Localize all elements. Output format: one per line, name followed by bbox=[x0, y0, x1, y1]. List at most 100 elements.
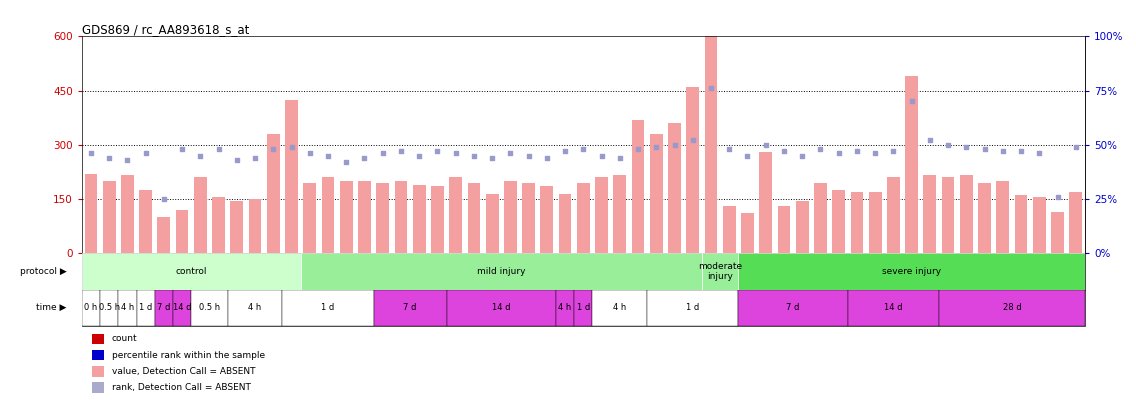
Point bbox=[994, 148, 1012, 155]
Text: protocol ▶: protocol ▶ bbox=[20, 267, 67, 276]
Point bbox=[902, 98, 920, 104]
Point bbox=[593, 152, 611, 159]
Point bbox=[629, 146, 648, 152]
Bar bbox=[374, 290, 446, 326]
Bar bbox=[468, 183, 481, 253]
Text: 1 d: 1 d bbox=[139, 303, 152, 312]
Bar bbox=[140, 190, 152, 253]
Text: 14 d: 14 d bbox=[173, 303, 191, 312]
Bar bbox=[738, 290, 847, 326]
Bar bbox=[942, 177, 954, 253]
Bar bbox=[869, 192, 882, 253]
Bar bbox=[431, 186, 444, 253]
Bar bbox=[303, 183, 316, 253]
Text: value, Detection Call = ABSENT: value, Detection Call = ABSENT bbox=[111, 367, 256, 375]
Text: 4 h: 4 h bbox=[120, 303, 134, 312]
Bar bbox=[738, 253, 1085, 290]
Point bbox=[738, 152, 757, 159]
Point bbox=[136, 150, 154, 157]
Point bbox=[154, 196, 173, 202]
Bar bbox=[702, 253, 738, 290]
Bar bbox=[449, 177, 462, 253]
Text: 0.5 h: 0.5 h bbox=[99, 303, 119, 312]
Bar bbox=[92, 333, 103, 344]
Point bbox=[1067, 144, 1085, 150]
Bar bbox=[446, 290, 556, 326]
Text: mild injury: mild injury bbox=[477, 267, 526, 276]
Point bbox=[793, 152, 811, 159]
Point bbox=[465, 152, 483, 159]
Text: 0.5 h: 0.5 h bbox=[199, 303, 220, 312]
Point bbox=[227, 157, 245, 163]
Text: 7 d: 7 d bbox=[786, 303, 800, 312]
Bar bbox=[1069, 192, 1083, 253]
Point bbox=[921, 137, 939, 144]
Text: 1 d: 1 d bbox=[686, 303, 700, 312]
Point bbox=[866, 150, 884, 157]
Bar bbox=[759, 152, 772, 253]
Bar bbox=[815, 183, 827, 253]
Bar bbox=[668, 123, 680, 253]
Text: rank, Detection Call = ABSENT: rank, Detection Call = ABSENT bbox=[111, 383, 251, 392]
Point bbox=[720, 146, 738, 152]
Point bbox=[684, 137, 702, 144]
Bar bbox=[541, 186, 553, 253]
Point bbox=[976, 146, 994, 152]
Point bbox=[209, 146, 227, 152]
Text: 28 d: 28 d bbox=[1003, 303, 1021, 312]
Bar bbox=[960, 175, 972, 253]
Bar bbox=[577, 183, 590, 253]
Bar bbox=[136, 290, 154, 326]
Text: 7 d: 7 d bbox=[157, 303, 170, 312]
Bar bbox=[559, 194, 571, 253]
Bar bbox=[92, 382, 103, 392]
Point bbox=[337, 159, 356, 165]
Bar bbox=[722, 206, 736, 253]
Bar bbox=[574, 290, 593, 326]
Text: 1 d: 1 d bbox=[577, 303, 590, 312]
Point bbox=[757, 142, 775, 148]
Point bbox=[247, 155, 265, 161]
Point bbox=[410, 152, 428, 159]
Bar bbox=[1014, 195, 1027, 253]
Point bbox=[1049, 194, 1067, 200]
Point bbox=[100, 155, 118, 161]
Text: time ▶: time ▶ bbox=[36, 303, 67, 312]
Bar bbox=[939, 290, 1085, 326]
Bar bbox=[191, 290, 227, 326]
Bar bbox=[924, 175, 936, 253]
Bar bbox=[118, 290, 136, 326]
Bar bbox=[154, 290, 173, 326]
Point bbox=[611, 155, 629, 161]
Text: 4 h: 4 h bbox=[559, 303, 571, 312]
Bar bbox=[796, 201, 809, 253]
Bar bbox=[321, 177, 334, 253]
Point bbox=[301, 150, 319, 157]
Bar bbox=[905, 76, 918, 253]
Point bbox=[356, 155, 374, 161]
Text: percentile rank within the sample: percentile rank within the sample bbox=[111, 350, 265, 360]
Point bbox=[283, 144, 301, 150]
Bar bbox=[412, 185, 426, 253]
Bar bbox=[212, 197, 225, 253]
Text: 4 h: 4 h bbox=[613, 303, 626, 312]
Text: 4 h: 4 h bbox=[249, 303, 261, 312]
Bar bbox=[851, 192, 863, 253]
Point bbox=[82, 150, 100, 157]
Bar bbox=[978, 183, 991, 253]
Point bbox=[829, 150, 847, 157]
Point bbox=[319, 152, 337, 159]
Bar bbox=[595, 177, 608, 253]
Point bbox=[173, 146, 191, 152]
Bar bbox=[267, 134, 279, 253]
Bar bbox=[504, 181, 517, 253]
Bar bbox=[704, 36, 718, 253]
Point bbox=[537, 155, 556, 161]
Text: moderate
injury: moderate injury bbox=[698, 262, 742, 281]
Bar bbox=[887, 177, 900, 253]
Bar bbox=[1033, 197, 1045, 253]
Text: 7 d: 7 d bbox=[403, 303, 417, 312]
Bar bbox=[231, 201, 243, 253]
Text: control: control bbox=[175, 267, 207, 276]
Bar bbox=[556, 290, 574, 326]
